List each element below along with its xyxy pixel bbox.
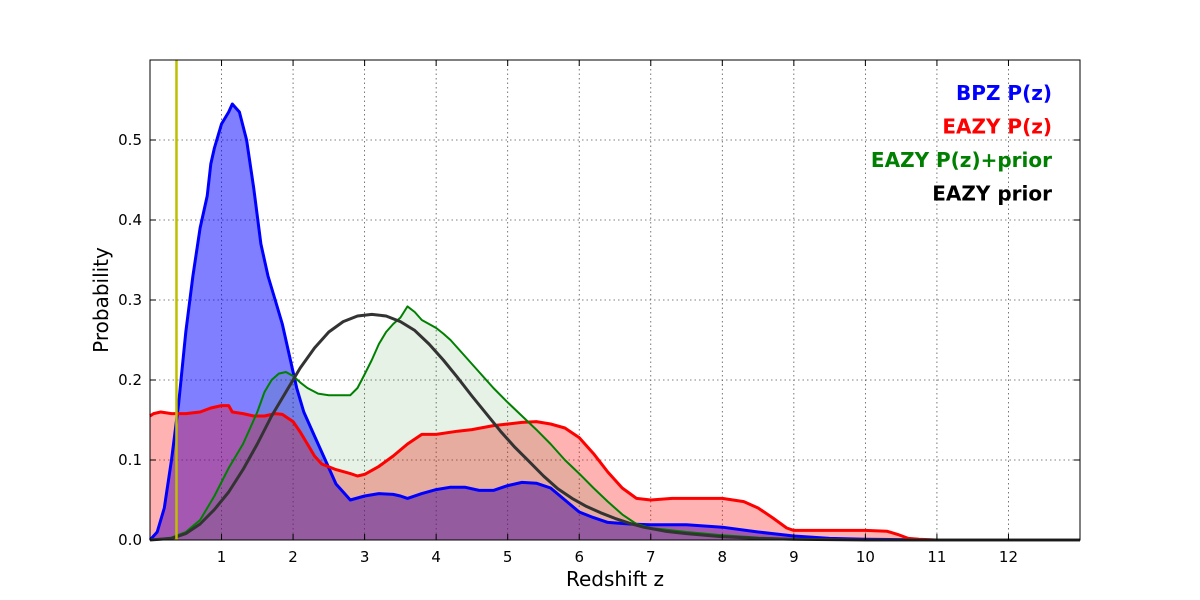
x-tick-label: 3: [360, 548, 370, 566]
y-tick-label: 0.1: [118, 451, 142, 469]
series-lines: [148, 102, 1080, 542]
y-tick-label: 0.5: [118, 131, 142, 149]
series-line-bpz-p-z: [148, 102, 1080, 542]
legend-entry-eazy-p-z: EAZY P(z): [942, 115, 1052, 139]
legend-entry-bpz-p-z: BPZ P(z): [956, 81, 1052, 105]
x-tick-label: 11: [927, 548, 946, 566]
x-axis-title: Redshift z: [566, 567, 664, 591]
x-tick-label: 1: [217, 548, 227, 566]
series-fill-bpz-p-z: [150, 104, 1080, 540]
x-tick-label: 4: [431, 548, 441, 566]
series-line-eazy-p-z: [149, 404, 995, 542]
x-tick-label: 6: [574, 548, 584, 566]
x-tick-label: 7: [646, 548, 656, 566]
series-fills: [150, 104, 1080, 540]
x-tick-label: 2: [288, 548, 298, 566]
y-tick-label: 0.4: [118, 211, 142, 229]
series-line-eazy-p-z-prior: [149, 305, 1080, 541]
series-line-eazy-prior: [149, 312, 1080, 542]
y-axis-title: Probability: [89, 247, 113, 353]
y-tick-label: 0.0: [118, 531, 142, 549]
x-tick-label: 8: [718, 548, 728, 566]
legend-entry-eazy-p-z-prior: EAZY P(z)+prior: [871, 148, 1052, 172]
series-fill-eazy-p-z: [150, 405, 995, 540]
legend-entry-eazy-prior: EAZY prior: [932, 182, 1052, 206]
axis-ticks: 1 2 3 4 5 6 7 8 9 10 11 120.00.10.20.30.40.5: [118, 60, 1080, 566]
y-tick-label: 0.3: [118, 291, 142, 309]
y-tick-label: 0.2: [118, 371, 142, 389]
x-tick-label: 10: [856, 548, 875, 566]
x-tick-label: 12: [999, 548, 1018, 566]
legend: BPZ P(z) EAZY P(z) EAZY P(z)+prior EAZY pri…: [871, 81, 1052, 206]
x-tick-label: 9: [789, 548, 799, 566]
x-tick-label: 5: [503, 548, 513, 566]
series-fill-eazy-p-z-prior: [150, 306, 1080, 540]
